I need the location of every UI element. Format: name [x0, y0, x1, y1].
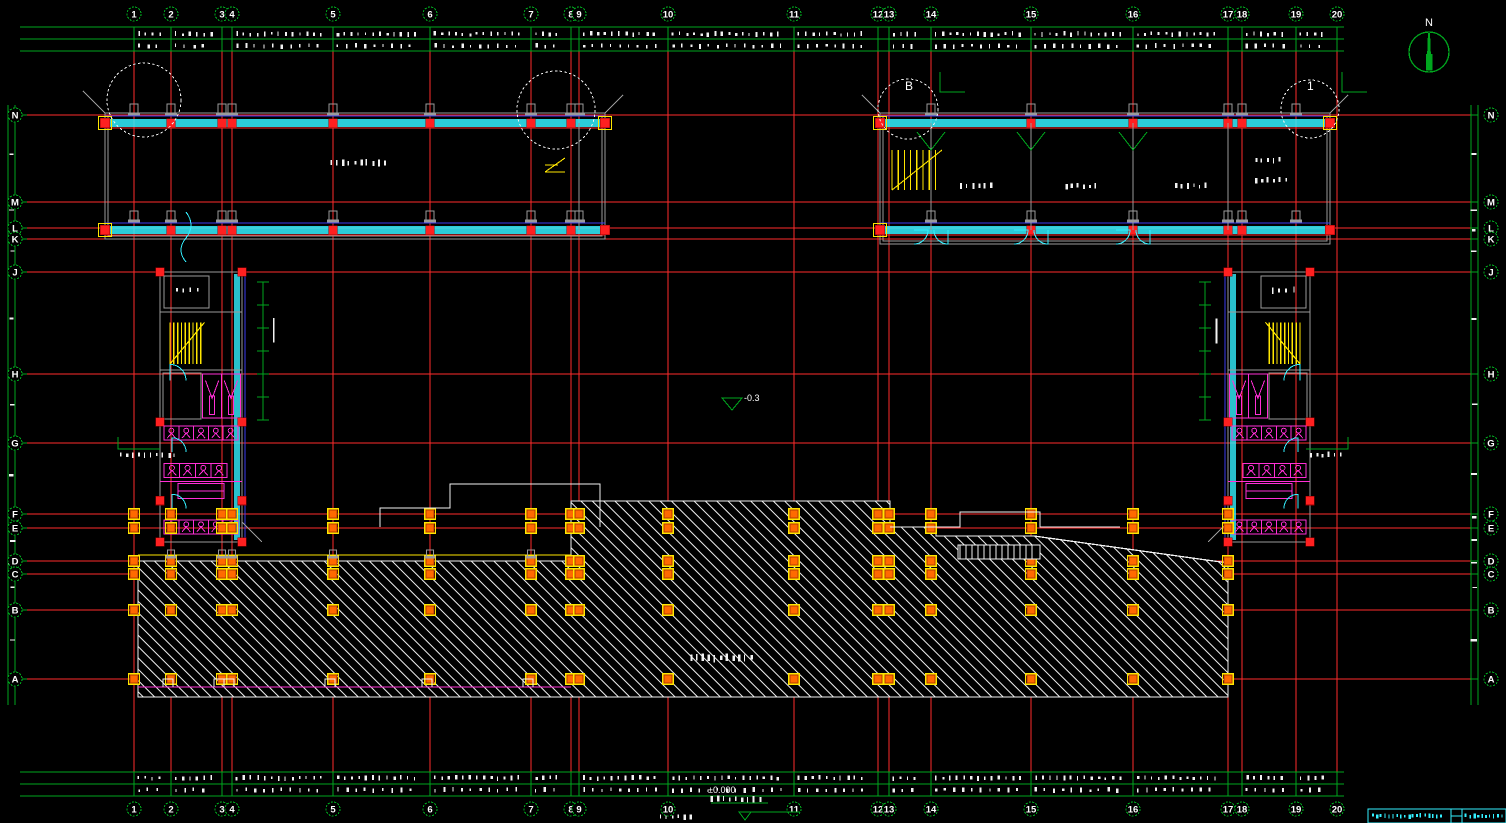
svg-text:4: 4: [229, 804, 235, 815]
svg-text:9: 9: [576, 804, 581, 815]
svg-text:±0.000: ±0.000: [708, 785, 735, 795]
svg-text:20: 20: [1332, 9, 1343, 20]
svg-text:7: 7: [528, 804, 533, 815]
svg-text:N: N: [1425, 17, 1433, 29]
svg-text:N: N: [1488, 110, 1495, 121]
svg-text:9: 9: [576, 9, 581, 20]
svg-text:11: 11: [789, 9, 800, 20]
svg-text:H: H: [1488, 369, 1495, 380]
svg-text:A: A: [1488, 674, 1495, 685]
svg-text:B: B: [1488, 605, 1495, 616]
svg-text:3: 3: [219, 9, 224, 20]
svg-text:18: 18: [1237, 804, 1248, 815]
svg-text:13: 13: [884, 804, 895, 815]
svg-text:6: 6: [427, 9, 432, 20]
svg-text:5: 5: [330, 804, 336, 815]
svg-text:N: N: [12, 110, 19, 121]
svg-text:E: E: [1488, 523, 1494, 534]
svg-text:D: D: [1488, 556, 1495, 567]
svg-text:J: J: [12, 267, 17, 278]
svg-text:13: 13: [884, 9, 895, 20]
svg-text:14: 14: [926, 9, 937, 20]
svg-text:1: 1: [131, 804, 137, 815]
svg-text:C: C: [12, 569, 19, 580]
svg-text:G: G: [1487, 438, 1494, 449]
svg-text:-0.3: -0.3: [744, 393, 760, 403]
svg-text:G: G: [11, 438, 18, 449]
svg-text:15: 15: [1026, 9, 1037, 20]
svg-text:K: K: [1488, 234, 1495, 245]
svg-text:4: 4: [229, 9, 235, 20]
svg-text:14: 14: [926, 804, 937, 815]
svg-text:M: M: [1487, 197, 1495, 208]
svg-text:6: 6: [427, 804, 432, 815]
svg-text:M: M: [11, 197, 19, 208]
svg-text:5: 5: [330, 9, 336, 20]
svg-text:17: 17: [1223, 9, 1234, 20]
svg-text:1: 1: [1307, 79, 1314, 93]
svg-text:16: 16: [1128, 804, 1139, 815]
svg-text:A: A: [12, 674, 19, 685]
svg-text:11: 11: [789, 804, 800, 815]
svg-text:D: D: [12, 556, 19, 567]
svg-text:16: 16: [1128, 9, 1139, 20]
svg-text:17: 17: [1223, 804, 1234, 815]
svg-text:18: 18: [1237, 9, 1248, 20]
svg-text:K: K: [12, 234, 19, 245]
svg-text:7: 7: [528, 9, 533, 20]
svg-text:H: H: [12, 369, 19, 380]
svg-text:19: 19: [1291, 804, 1302, 815]
svg-text:B: B: [12, 605, 19, 616]
svg-text:2: 2: [168, 9, 173, 20]
svg-text:E: E: [12, 523, 18, 534]
svg-text:C: C: [1488, 569, 1495, 580]
svg-text:F: F: [1488, 509, 1494, 520]
svg-text:3: 3: [219, 804, 224, 815]
svg-text:J: J: [1488, 267, 1493, 278]
svg-text:1: 1: [131, 9, 137, 20]
svg-text:10: 10: [663, 804, 674, 815]
svg-text:B: B: [905, 79, 913, 93]
svg-text:2: 2: [168, 804, 173, 815]
svg-text:19: 19: [1291, 9, 1302, 20]
svg-text:20: 20: [1332, 804, 1343, 815]
svg-text:10: 10: [663, 9, 674, 20]
svg-text:15: 15: [1026, 804, 1037, 815]
svg-text:F: F: [12, 509, 18, 520]
